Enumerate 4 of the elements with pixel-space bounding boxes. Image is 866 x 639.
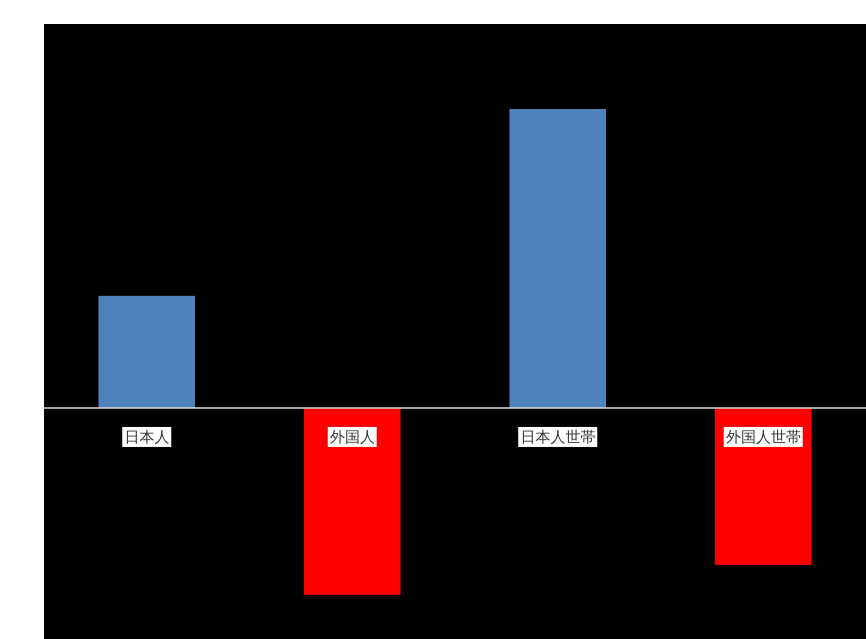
x-tick-label: 日本人世帯: [520, 428, 596, 446]
x-tick-label: 日本人: [124, 428, 170, 446]
x-tick-label: 外国人: [330, 428, 375, 446]
x-tick-label: 外国人世帯: [726, 428, 801, 446]
